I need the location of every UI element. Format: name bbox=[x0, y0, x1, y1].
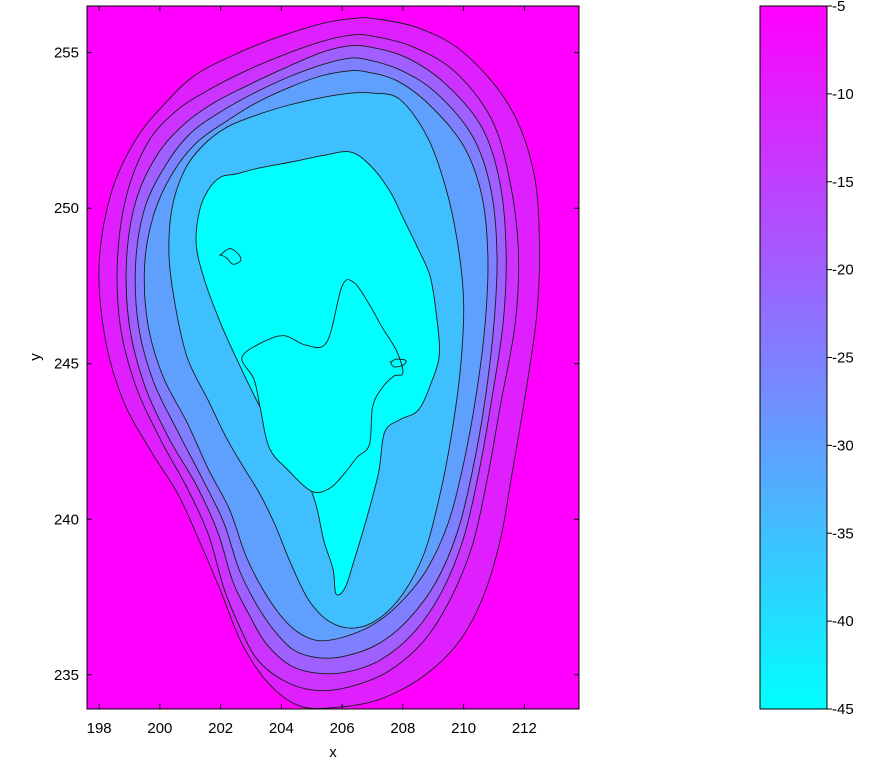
x-tick-label: 210 bbox=[451, 720, 476, 737]
contour-band-45 bbox=[241, 279, 404, 494]
colorbar-tick-label: -20 bbox=[832, 262, 854, 279]
colorbar-tick-label: -40 bbox=[832, 613, 854, 630]
y-tick-label: 245 bbox=[54, 356, 79, 373]
colorbar-ticks: -5 -10 -15 -20 -25 -30 -35 -40 -45 bbox=[827, 0, 854, 718]
x-tick-label: 200 bbox=[147, 720, 172, 737]
x-axis-label: x bbox=[329, 744, 337, 761]
y-tick-label: 240 bbox=[54, 511, 79, 528]
colorbar-tick-label: -5 bbox=[832, 0, 845, 15]
colorbar-tick-label: -10 bbox=[832, 86, 854, 103]
x-tick-label: 208 bbox=[390, 720, 415, 737]
colorbar-strip bbox=[759, 5, 828, 710]
contour-layer bbox=[98, 17, 541, 709]
colorbar: -5 -10 -15 -20 -25 -30 -35 -40 -45 bbox=[759, 0, 854, 718]
x-tick-label: 204 bbox=[269, 720, 294, 737]
x-axis-ticks: 198 200 202 204 206 208 210 212 bbox=[87, 6, 537, 737]
colorbar-tick-label: -35 bbox=[832, 525, 854, 542]
x-tick-label: 206 bbox=[330, 720, 355, 737]
y-axis-ticks: 235 240 245 250 255 bbox=[54, 45, 579, 684]
colorbar-tick-label: -45 bbox=[832, 701, 854, 718]
y-axis-label: y bbox=[27, 353, 44, 361]
y-tick-label: 235 bbox=[54, 667, 79, 684]
plot-area: 198 200 202 204 206 208 210 212 235 240 245 250 255… bbox=[27, 5, 580, 761]
y-tick-label: 250 bbox=[54, 200, 79, 217]
contour-islet-1 bbox=[219, 248, 242, 265]
x-tick-label: 198 bbox=[87, 720, 112, 737]
x-tick-label: 202 bbox=[208, 720, 233, 737]
colorbar-tick-label: -30 bbox=[832, 437, 854, 454]
contour-islet-2 bbox=[389, 358, 407, 368]
colorbar-tick-label: -25 bbox=[832, 350, 854, 367]
colorbar-tick-label: -15 bbox=[832, 174, 854, 191]
x-tick-label: 212 bbox=[512, 720, 537, 737]
plot-frame bbox=[86, 5, 580, 710]
y-tick-label: 255 bbox=[54, 45, 79, 62]
